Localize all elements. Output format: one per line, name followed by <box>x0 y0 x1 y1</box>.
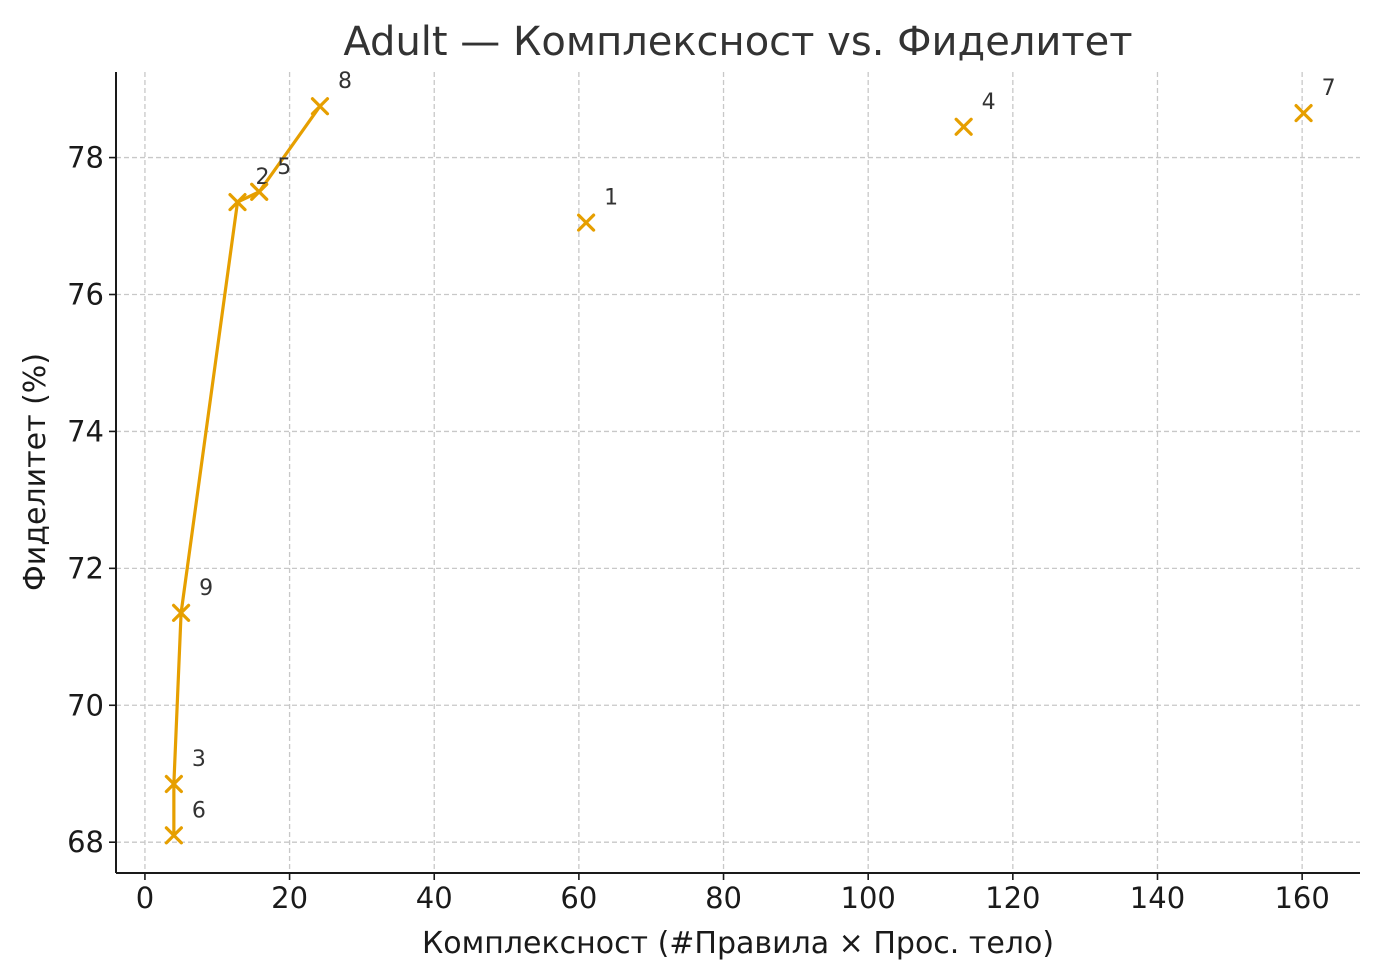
data-point: 6 <box>164 798 206 845</box>
point-label: 1 <box>604 186 618 211</box>
data-point: 9 <box>171 576 213 622</box>
x-tick-label: 120 <box>985 881 1040 915</box>
point-marker <box>954 117 973 136</box>
point-label: 9 <box>199 576 213 601</box>
y-tick-label: 70 <box>67 688 104 722</box>
point-marker <box>164 826 183 845</box>
y-tick-label: 74 <box>67 414 104 448</box>
data-point: 1 <box>577 186 618 232</box>
frontier-layer <box>172 105 322 836</box>
data-point: 7 <box>1294 76 1336 123</box>
grid <box>116 72 1360 873</box>
x-tick-label: 100 <box>841 881 896 915</box>
x-tick-label: 60 <box>560 881 597 915</box>
y-axis-label: Фиделитет (%) <box>18 353 53 591</box>
data-point: 8 <box>310 69 352 116</box>
y-tick-label: 68 <box>67 825 104 859</box>
point-marker <box>250 182 269 201</box>
x-tick-label: 0 <box>136 881 154 915</box>
data-point: 4 <box>954 90 996 136</box>
point-marker <box>1294 103 1313 123</box>
point-label: 7 <box>1322 76 1336 101</box>
data-point: 5 <box>250 155 291 201</box>
x-tick-label: 80 <box>705 881 742 915</box>
point-marker <box>228 192 247 212</box>
x-axis-label: Комплексност (#Правила × Прос. тело) <box>422 926 1054 961</box>
y-tick-label: 76 <box>67 278 104 312</box>
point-label: 6 <box>192 798 206 823</box>
x-tick-label: 20 <box>271 881 308 915</box>
point-label: 3 <box>192 747 206 772</box>
frontier-line <box>172 105 322 836</box>
data-point: 3 <box>164 747 206 794</box>
point-label: 4 <box>982 90 996 115</box>
y-tick-label: 78 <box>67 141 104 175</box>
y-tick-label: 72 <box>67 551 104 585</box>
point-marker <box>577 213 596 232</box>
x-tick-label: 140 <box>1130 881 1185 915</box>
point-label: 5 <box>277 155 291 180</box>
chart-title: Adult — Комплексност vs. Фиделитет <box>343 19 1132 65</box>
x-tick-label: 40 <box>416 881 453 915</box>
point-marker <box>171 603 191 622</box>
point-marker <box>164 774 183 794</box>
point-marker <box>310 97 330 116</box>
point-label: 8 <box>338 69 352 94</box>
x-tick-label: 160 <box>1274 881 1329 915</box>
